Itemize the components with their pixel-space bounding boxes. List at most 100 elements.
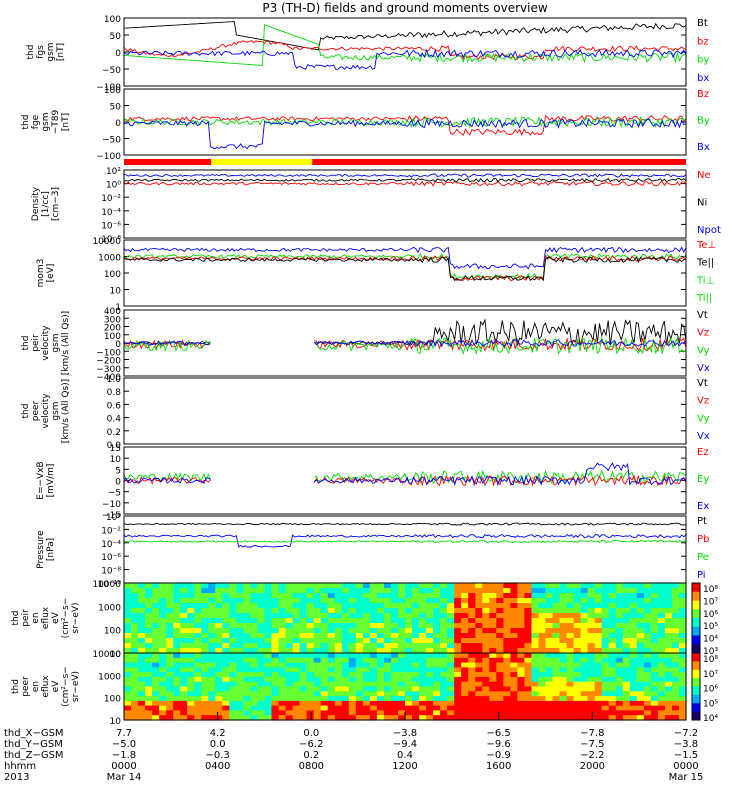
legend-Pt: Pt — [697, 516, 707, 527]
spectrogram-cell — [152, 608, 160, 614]
spectrogram-cell — [636, 676, 645, 683]
spectrogram-cell — [419, 667, 427, 673]
spectrogram-cell — [369, 696, 378, 702]
spectrogram-cell — [503, 667, 511, 673]
spectrogram-cell — [145, 653, 153, 659]
spectrogram-cell — [510, 613, 518, 619]
spectrogram-cell — [292, 686, 301, 692]
spectrogram-cell — [475, 593, 483, 599]
spectrogram-cell — [341, 686, 350, 692]
spectrogram-cell — [679, 705, 687, 711]
series-red — [123, 474, 687, 487]
spectrogram-cell — [222, 676, 230, 683]
spectrogram-cell — [390, 608, 399, 614]
spectrogram-cell — [433, 623, 441, 629]
spectrogram-cell — [524, 638, 532, 644]
spectrogram-cell — [433, 657, 441, 664]
spectrogram-cell — [426, 700, 434, 707]
spectrogram-cell — [538, 603, 547, 609]
spectrogram-cell — [524, 618, 532, 624]
spectrogram-cell — [124, 681, 132, 688]
spectrogram-cell — [664, 657, 673, 664]
spectrogram-cell — [552, 643, 561, 649]
spectrogram-cell — [538, 648, 547, 654]
spectrogram-cell — [376, 628, 385, 634]
spectrogram-cell — [419, 613, 427, 619]
spectrogram-cell — [271, 588, 280, 594]
spectrogram-cell — [573, 681, 582, 688]
spectrogram-cell — [159, 657, 167, 664]
spectrogram-cell — [285, 588, 294, 594]
spectrogram-cell — [348, 598, 357, 604]
spectrogram-cell — [510, 667, 518, 673]
spectrogram-cell — [679, 657, 687, 664]
spectrogram-cell — [566, 700, 575, 707]
spectrogram-cell — [482, 700, 490, 707]
spectrogram-cell — [159, 686, 167, 692]
spectrogram-cell — [348, 700, 357, 707]
spectrogram-cell — [447, 672, 455, 678]
spectrogram-cell — [334, 662, 343, 668]
spectrogram-cell — [208, 598, 216, 604]
spectrogram-cell — [664, 593, 673, 599]
spectrogram-cell — [454, 588, 462, 594]
spectrogram-cell — [552, 705, 561, 711]
spectrogram-cell — [615, 598, 624, 604]
spectrogram-cell — [208, 696, 216, 702]
spectrogram-cell — [278, 613, 287, 619]
spectrogram-cell — [517, 588, 525, 594]
colorbar-label: 10³ — [703, 647, 718, 657]
spectrogram-cell — [285, 583, 294, 589]
spectrogram-cell — [489, 686, 497, 692]
spectrogram-cell — [201, 676, 209, 683]
spectrogram-cell — [159, 633, 167, 639]
spectrogram-cell — [587, 676, 596, 683]
spectrogram-cell — [201, 588, 209, 594]
spectrogram-cell — [243, 700, 251, 707]
spectrogram-cell — [664, 633, 673, 639]
spectrogram-cell — [405, 588, 413, 594]
spectrogram-cell — [440, 603, 448, 609]
spectrogram-cell — [468, 603, 476, 609]
spectrogram-cell — [643, 583, 652, 589]
spectrogram-cell — [383, 696, 392, 702]
spectrogram-cell — [405, 618, 413, 624]
spectrogram-cell — [510, 653, 518, 659]
spectrogram-cell — [622, 623, 631, 629]
spectrogram-cell — [671, 710, 680, 716]
spectrogram-cell — [222, 598, 230, 604]
spectrogram-cell — [461, 696, 469, 702]
spectrogram-cell — [657, 618, 666, 624]
spectrogram-cell — [292, 653, 301, 659]
spectrogram-cell — [362, 633, 371, 639]
spectrogram-cell — [299, 667, 308, 673]
ylabel: [eV] — [46, 264, 56, 283]
spectrogram-cell — [580, 613, 589, 619]
spectrogram-cell — [229, 653, 237, 659]
spectrogram-cell — [594, 696, 603, 702]
spectrogram-cell — [341, 623, 350, 629]
spectrogram-cell — [376, 603, 385, 609]
spectrogram-cell — [510, 662, 518, 668]
spectrogram-cell — [201, 648, 209, 654]
spectrogram-cell — [341, 603, 350, 609]
spectrogram-cell — [615, 628, 624, 634]
spectrogram-cell — [552, 662, 561, 668]
spectrogram-cell — [159, 638, 167, 644]
spectrogram-cell — [236, 638, 244, 644]
spectrogram-cell — [124, 667, 132, 673]
spectrogram-cell — [531, 588, 540, 594]
spectrogram-cell — [341, 672, 350, 678]
spectrogram-cell — [566, 662, 575, 668]
spectrogram-cell — [615, 653, 624, 659]
spectrogram-cell — [390, 628, 399, 634]
spectrogram-cell — [580, 662, 589, 668]
spectrogram-cell — [468, 686, 476, 692]
spectrogram-cell — [510, 603, 518, 609]
spectrogram-cell — [131, 633, 139, 639]
ylabel: [nT] — [61, 113, 71, 131]
spectrogram-cell — [152, 715, 160, 721]
spectrogram-cell — [271, 662, 280, 668]
spectrogram-cell — [545, 653, 554, 659]
spectrogram-cell — [489, 710, 497, 716]
